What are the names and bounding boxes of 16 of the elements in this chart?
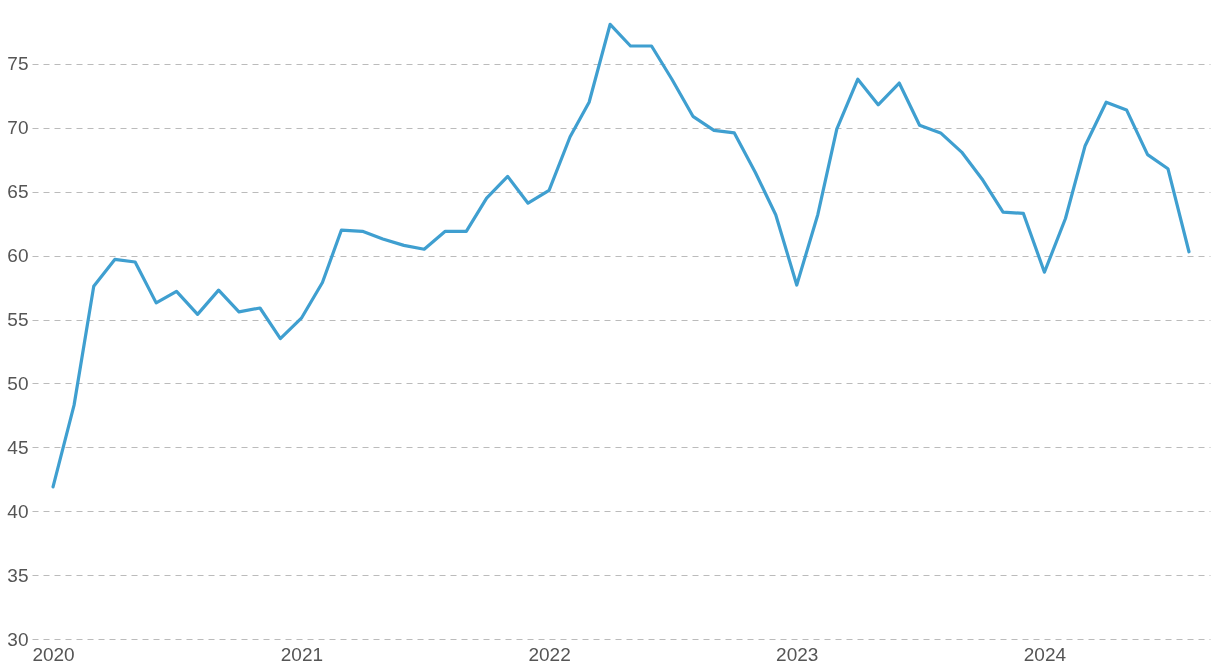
y-tick-label: 55 (7, 309, 29, 330)
x-tick-label: 2024 (1023, 643, 1067, 665)
y-tick-label: 40 (7, 500, 29, 522)
x-tick-label: 2023 (776, 643, 819, 665)
y-tick-label: 60 (7, 245, 29, 267)
x-tick-label: 2020 (32, 643, 75, 665)
y-tick-label: 65 (7, 181, 29, 203)
y-tick-label: 30 (7, 628, 29, 650)
x-tick-label: 2022 (528, 643, 571, 665)
y-tick-label: 35 (7, 564, 29, 586)
y-tick-label: 75 (7, 53, 29, 75)
y-tick-label: 70 (7, 117, 29, 139)
line-series (51, 22, 1191, 489)
y-tick-label: 50 (7, 372, 29, 394)
x-tick-label: 2021 (280, 643, 324, 665)
y-tick-label: 45 (7, 436, 29, 458)
